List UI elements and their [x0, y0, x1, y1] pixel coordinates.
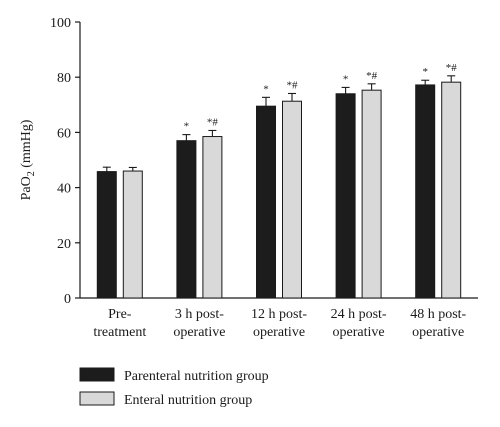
y-axis-title-unit: (mmHg): [19, 119, 34, 171]
y-axis-title: PaO2 (mmHg): [19, 119, 37, 200]
labels-layer: 0 20 40 60 80 100 PaO2 (mmHg) Pre-treatment * *# 3…: [19, 16, 467, 340]
legend-label: Parenteral nutrition group: [124, 369, 269, 384]
x-tick-label: treatment: [93, 325, 146, 340]
x-tick-label: 24 h post-: [331, 307, 387, 322]
legend-swatch-parenteral: [79, 367, 115, 382]
legend-swatch-enteral: [79, 391, 115, 406]
bar-enteral: [282, 100, 302, 299]
y-tick-label: 80: [57, 71, 71, 86]
x-tick-label: operative: [253, 325, 305, 340]
bar-enteral: [122, 170, 143, 299]
legend: Parenteral nutrition group Enteral nutrit…: [79, 367, 269, 408]
y-tick-label: 40: [57, 182, 71, 197]
axes-layer: [75, 21, 478, 299]
x-tick-label: operative: [333, 325, 385, 340]
x-tick-label: 48 h post-: [410, 307, 466, 322]
y-tick-label: 100: [50, 16, 71, 31]
x-tick-label: Pre-: [108, 307, 132, 322]
y-tick-label: 20: [57, 237, 71, 252]
bar-parenteral: [256, 105, 276, 299]
significance-marker: *: [343, 73, 349, 85]
significance-marker: *: [263, 83, 269, 95]
x-tick-label: 12 h post-: [251, 307, 307, 322]
x-tick-label: operative: [173, 325, 225, 340]
bar-enteral: [202, 136, 223, 299]
bar-parenteral: [335, 93, 356, 299]
significance-marker: *#: [446, 62, 458, 74]
y-tick-label: 60: [57, 126, 71, 141]
x-tick-label: operative: [412, 325, 464, 340]
y-axis-title-main: PaO: [19, 176, 34, 200]
bar-parenteral: [96, 171, 117, 299]
significance-marker: *: [184, 121, 190, 133]
bar-enteral: [361, 89, 382, 299]
bars-layer: [96, 75, 462, 299]
significance-marker: *: [422, 66, 428, 78]
x-tick-label: 3 h post-: [175, 307, 224, 322]
y-tick-label: 0: [64, 292, 71, 307]
legend-label: Enteral nutrition group: [124, 393, 252, 408]
significance-marker: *#: [287, 79, 299, 91]
bar-parenteral: [415, 84, 436, 299]
significance-marker: *#: [366, 70, 378, 82]
bar-enteral: [441, 81, 462, 299]
significance-marker: *#: [207, 116, 219, 128]
bar-parenteral: [176, 140, 197, 299]
y-axis-title-subscript: 2: [26, 171, 37, 176]
